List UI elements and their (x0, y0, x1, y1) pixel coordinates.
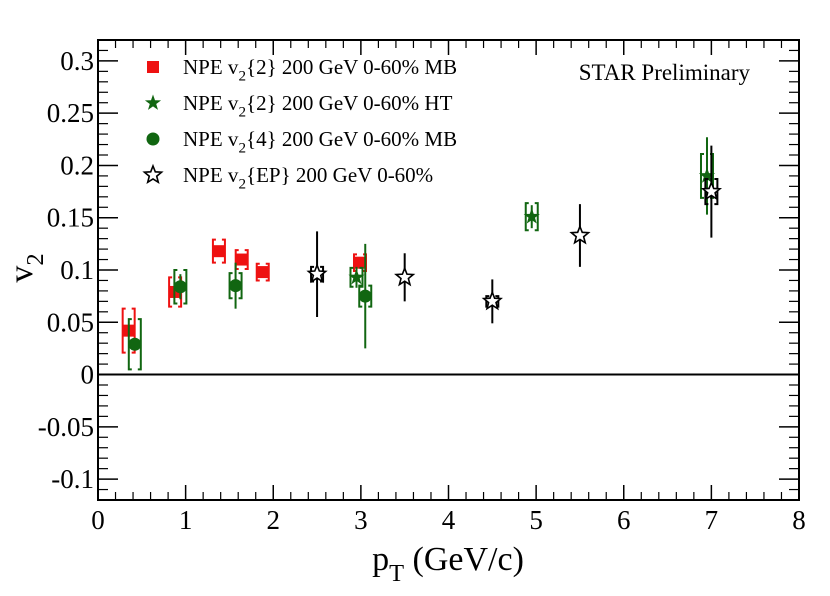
data-point-mb4 (358, 289, 372, 303)
legend-label-mb2: NPE v2{2} 200 GeV 0-60% MB (183, 55, 457, 85)
x-tick-label: 5 (529, 505, 543, 535)
x-tick-label: 3 (354, 505, 368, 535)
x-axis-label: pT (GeV/c) (372, 541, 524, 587)
y-tick-label: 0 (81, 360, 95, 390)
data-point-ep (306, 262, 328, 284)
data-point-mb2 (235, 253, 248, 266)
data-point-ep (481, 290, 503, 311)
x-tick-label: 4 (442, 505, 456, 535)
y-tick-label: -0.1 (51, 464, 94, 494)
systematic-bracket-left (699, 152, 704, 199)
legend-marker-ep (142, 163, 164, 185)
data-point-ep (394, 266, 416, 287)
systematic-bracket-left (524, 202, 529, 232)
systematic-bracket-right (131, 307, 136, 354)
star-preliminary-annotation: STAR Preliminary (579, 60, 751, 85)
y-tick-label: 0.2 (60, 150, 94, 180)
legend-label-ht2: NPE v2{2} 200 GeV 0-60% HT (183, 91, 453, 121)
systematic-bracket-right (221, 238, 226, 264)
data-point-ht2 (698, 167, 716, 183)
data-point-ht2 (348, 268, 365, 285)
x-tick-label: 7 (705, 505, 719, 535)
data-point-ht2 (523, 208, 540, 224)
legend-marker-ht2 (144, 94, 162, 110)
x-tick-label: 2 (267, 505, 281, 535)
data-point-ep (569, 224, 591, 245)
data-point-mb2 (212, 245, 225, 258)
data-point-mb4 (128, 337, 142, 351)
x-tick-label: 0 (91, 505, 105, 535)
y-tick-label: 0.05 (47, 307, 94, 337)
data-point-mb4 (229, 279, 243, 293)
systematic-bracket-right (359, 266, 364, 288)
legend-label-ep: NPE v2{EP} 200 GeV 0-60% (183, 163, 433, 193)
y-tick-label: 0.1 (60, 255, 94, 285)
data-point-mb2 (256, 266, 269, 279)
data-point-ep (700, 180, 723, 201)
x-tick-label: 1 (179, 505, 193, 535)
x-tick-label: 6 (617, 505, 631, 535)
legend-marker-mb2 (147, 61, 159, 73)
legend-label-mb4: NPE v2{4} 200 GeV 0-60% MB (183, 127, 457, 157)
legend: NPE v2{2} 200 GeV 0-60% MB NPE v2{2} 200 … (142, 55, 457, 193)
data-points-group (121, 137, 723, 371)
x-axis-label-text: pT (GeV/c) (372, 541, 524, 587)
y-axis-label: v2 (3, 253, 49, 282)
data-point-mb2 (353, 256, 366, 269)
y-tick-label: 0.3 (60, 46, 94, 76)
systematic-bracket-right (534, 202, 539, 232)
y-tick-label: 0.15 (47, 203, 94, 233)
systematic-bracket-left (349, 266, 354, 288)
legend-marker-mb4 (146, 132, 160, 146)
y-axis-label-text: v2 (3, 253, 49, 282)
axis-ticks-group: 0 1 2 3 4 5 6 7 8 -0.1 -0.05 0 0.05 0.1 0.15 0.2 0.25 0.3 (38, 39, 806, 535)
data-point-mb4 (173, 280, 187, 294)
y-tick-label: 0.25 (47, 98, 94, 128)
x-tick-label: 8 (792, 505, 806, 535)
y-tick-label: -0.05 (38, 412, 94, 442)
